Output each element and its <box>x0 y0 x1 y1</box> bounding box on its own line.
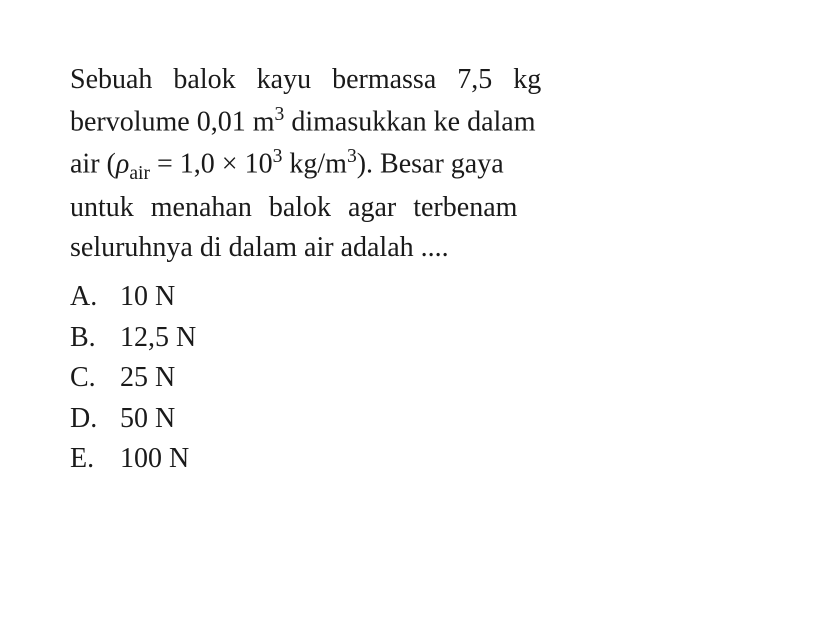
option-value: 25 N <box>120 358 768 399</box>
option-letter: D. <box>70 399 120 440</box>
question-container: Sebuah balok kayu bermassa 7,5 kg bervol… <box>70 60 768 480</box>
question-text: Sebuah balok kayu bermassa 7,5 kg bervol… <box>70 60 768 269</box>
option-letter: A. <box>70 277 120 318</box>
question-line-1: Sebuah balok kayu bermassa 7,5 kg <box>70 60 768 101</box>
superscript: 3 <box>273 146 283 167</box>
option-value: 12,5 N <box>120 318 768 359</box>
superscript: 3 <box>347 146 357 167</box>
text-part: = 1,0 × 10 <box>150 148 273 179</box>
option-value: 100 N <box>120 439 768 480</box>
text-part: air ( <box>70 148 116 179</box>
text-part: dimasukkan ke dalam <box>284 106 535 137</box>
text-part: kg/m <box>282 148 347 179</box>
option-c: C. 25 N <box>70 358 768 399</box>
text-part: ). Besar gaya <box>357 148 504 179</box>
question-line-5: seluruhnya di dalam air adalah .... <box>70 228 768 269</box>
option-letter: C. <box>70 358 120 399</box>
rho-symbol: ρ <box>116 148 129 179</box>
question-line-3: air (ρair = 1,0 × 103 kg/m3). Besar gaya <box>70 143 768 188</box>
option-value: 10 N <box>120 277 768 318</box>
question-line-4: untuk menahan balok agar terbenam <box>70 188 768 229</box>
option-letter: E. <box>70 439 120 480</box>
option-letter: B. <box>70 318 120 359</box>
options-list: A. 10 N B. 12,5 N C. 25 N D. 50 N E. 100… <box>70 277 768 480</box>
text-part: bervolume 0,01 m <box>70 106 275 137</box>
option-value: 50 N <box>120 399 768 440</box>
option-e: E. 100 N <box>70 439 768 480</box>
option-a: A. 10 N <box>70 277 768 318</box>
option-b: B. 12,5 N <box>70 318 768 359</box>
question-line-2: bervolume 0,01 m3 dimasukkan ke dalam <box>70 101 768 143</box>
superscript: 3 <box>275 104 285 125</box>
subscript: air <box>129 162 150 183</box>
option-d: D. 50 N <box>70 399 768 440</box>
